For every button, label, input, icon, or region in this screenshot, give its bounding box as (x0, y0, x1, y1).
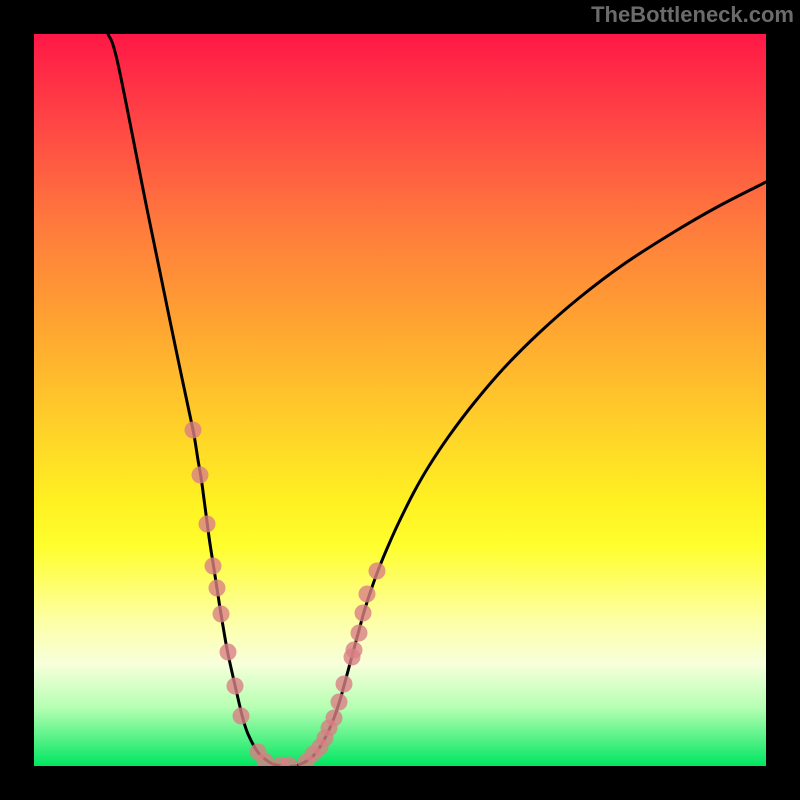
data-marker (344, 649, 361, 666)
data-marker (331, 694, 348, 711)
data-marker (205, 558, 222, 575)
data-marker (351, 625, 368, 642)
data-marker (192, 467, 209, 484)
data-marker (336, 676, 353, 693)
chart-outer-frame: TheBottleneck.com (0, 0, 800, 800)
data-marker (326, 710, 343, 727)
plot-gradient-area (34, 34, 766, 766)
data-marker (213, 606, 230, 623)
data-marker (369, 563, 386, 580)
data-marker (233, 708, 250, 725)
bottleneck-curve-line (108, 34, 766, 766)
data-marker (199, 516, 216, 533)
data-marker (209, 580, 226, 597)
data-marker (359, 586, 376, 603)
data-marker (185, 422, 202, 439)
watermark-text: TheBottleneck.com (591, 2, 794, 28)
data-marker (227, 678, 244, 695)
data-marker-group (185, 422, 386, 767)
data-marker (220, 644, 237, 661)
bottleneck-curve-chart (34, 34, 766, 766)
data-marker (355, 605, 372, 622)
